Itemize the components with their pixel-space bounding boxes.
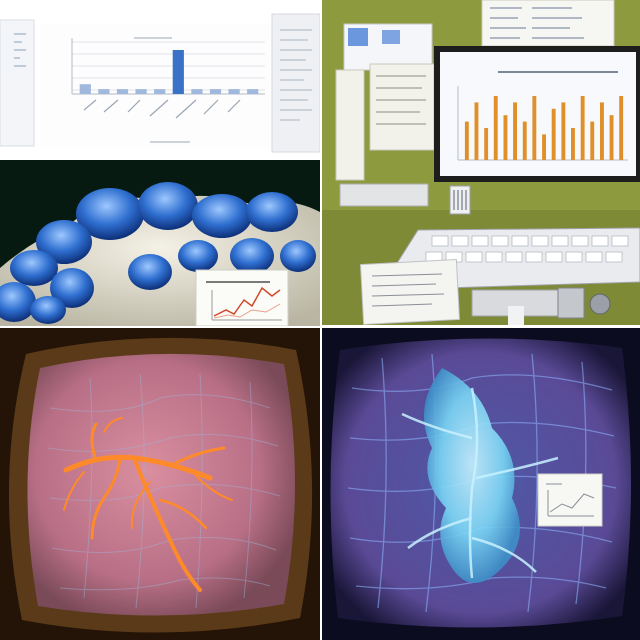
chart-bar [116,89,129,94]
monitor-bar-chart [464,96,624,160]
lab-workstation-panel [322,0,640,325]
vascular-tissue-illustration [0,328,320,640]
chart-bar [154,89,166,94]
monitor-bar [503,115,508,160]
monitor-bar [532,96,537,160]
chart-bar [191,89,203,94]
chart-document-illustration [0,0,320,158]
vascular-tissue-panel [0,328,320,640]
network-tissue-illustration [322,328,640,640]
monitor-bar [619,96,624,160]
chart-bar [135,89,147,94]
chart-bar [247,89,259,94]
chart-bar [79,84,91,94]
chart-bar [228,89,240,94]
monitor-bar [474,102,479,160]
chart-bars [79,50,259,94]
monitor-bar [513,102,517,160]
monitor-bar [484,128,489,160]
chart-bar [98,89,110,94]
monitor-bar [522,121,527,160]
chart-bar [172,50,184,94]
monitor-bar [551,108,556,160]
monitor-bar [590,121,595,160]
top-left-divider [0,158,320,160]
chart-bar [209,89,222,94]
monitor-bar [571,128,575,160]
monitor-bar [580,96,585,160]
lab-workstation-illustration [322,0,640,325]
horizontal-divider [0,326,640,328]
blue-specimen-panel [0,160,320,326]
chart-document-panel [0,0,320,158]
monitor-bar [561,102,566,160]
blue-specimen-illustration [0,160,320,326]
monitor-bar [542,134,546,160]
monitor-bar [464,121,469,160]
vertical-divider [320,0,322,640]
monitor-bar [493,96,498,160]
monitor-bar [600,102,604,160]
network-tissue-panel [322,328,640,640]
monitor-bar [609,115,614,160]
